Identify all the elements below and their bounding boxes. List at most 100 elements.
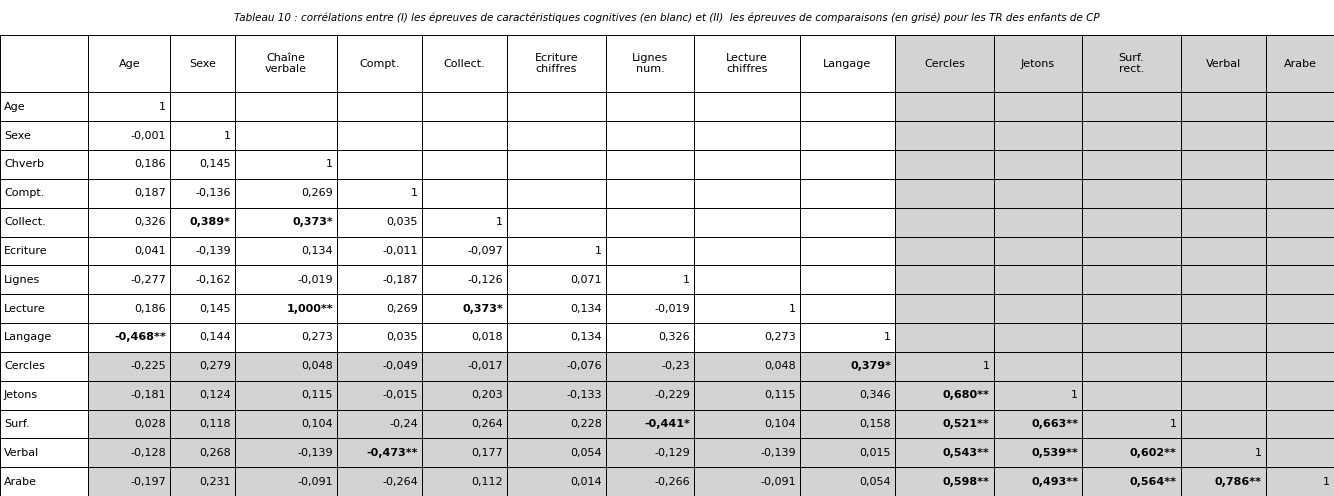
Text: -0,126: -0,126	[467, 275, 503, 285]
Bar	[0, 381, 88, 410]
Text: -0,181: -0,181	[131, 390, 167, 400]
Bar	[994, 92, 1082, 121]
Text: 0,018: 0,018	[471, 332, 503, 342]
Bar	[235, 92, 338, 121]
Text: Lignes: Lignes	[4, 275, 40, 285]
Bar	[338, 265, 422, 294]
Text: 0,145: 0,145	[199, 304, 231, 313]
Text: 0,326: 0,326	[659, 332, 690, 342]
Bar	[994, 121, 1082, 150]
Text: -0,468**: -0,468**	[115, 332, 167, 342]
Bar	[507, 237, 606, 265]
Bar	[994, 352, 1082, 381]
Bar	[338, 150, 422, 179]
Text: -0,019: -0,019	[655, 304, 690, 313]
Bar	[0, 179, 88, 208]
Text: 0,028: 0,028	[135, 419, 167, 429]
Bar	[1082, 410, 1181, 438]
Text: 0,115: 0,115	[764, 390, 795, 400]
Text: 1: 1	[411, 188, 418, 198]
Text: 0,134: 0,134	[301, 246, 334, 256]
Text: Chverb: Chverb	[4, 159, 44, 170]
Bar	[799, 381, 895, 410]
Text: -0,264: -0,264	[383, 477, 418, 487]
Bar	[171, 438, 235, 467]
Bar	[606, 208, 694, 237]
Text: Ecriture: Ecriture	[4, 246, 48, 256]
Text: -0,017: -0,017	[467, 361, 503, 372]
Bar	[994, 410, 1082, 438]
Bar	[422, 265, 507, 294]
Bar	[88, 410, 171, 438]
Bar	[1082, 179, 1181, 208]
Bar	[235, 294, 338, 323]
Bar	[1082, 438, 1181, 467]
Text: Compt.: Compt.	[4, 188, 44, 198]
Text: 0,134: 0,134	[570, 304, 602, 313]
Text: 0,104: 0,104	[764, 419, 795, 429]
Text: Surf.
rect.: Surf. rect.	[1119, 53, 1145, 74]
Text: -0,097: -0,097	[467, 246, 503, 256]
Bar	[235, 121, 338, 150]
Bar	[422, 179, 507, 208]
Bar	[171, 92, 235, 121]
Bar	[799, 438, 895, 467]
Bar	[994, 323, 1082, 352]
Text: 0,203: 0,203	[471, 390, 503, 400]
Bar	[1266, 323, 1334, 352]
Text: -0,441*: -0,441*	[644, 419, 690, 429]
Bar	[507, 381, 606, 410]
Text: 0,144: 0,144	[199, 332, 231, 342]
Text: Jetons: Jetons	[4, 390, 39, 400]
Text: 1: 1	[496, 217, 503, 227]
Bar	[1181, 438, 1266, 467]
Bar	[1181, 381, 1266, 410]
Bar	[338, 237, 422, 265]
Text: 0,104: 0,104	[301, 419, 334, 429]
Text: 0,493**: 0,493**	[1031, 477, 1078, 487]
Text: 0,539**: 0,539**	[1031, 448, 1078, 458]
Bar	[1266, 410, 1334, 438]
Bar	[799, 92, 895, 121]
Text: 1: 1	[325, 159, 334, 170]
Bar	[694, 237, 799, 265]
Bar	[507, 410, 606, 438]
Text: -0,139: -0,139	[195, 246, 231, 256]
Bar	[1266, 179, 1334, 208]
Bar	[895, 410, 994, 438]
Bar	[0, 35, 88, 92]
Text: 0,041: 0,041	[135, 246, 167, 256]
Bar	[88, 92, 171, 121]
Bar	[994, 438, 1082, 467]
Bar	[507, 208, 606, 237]
Text: 0,264: 0,264	[471, 419, 503, 429]
Bar	[694, 208, 799, 237]
Bar	[895, 352, 994, 381]
Bar	[422, 323, 507, 352]
Bar	[1082, 294, 1181, 323]
Bar	[895, 438, 994, 467]
Text: 0,158: 0,158	[859, 419, 891, 429]
Bar	[338, 294, 422, 323]
Text: Compt.: Compt.	[359, 59, 400, 68]
Text: 0,054: 0,054	[859, 477, 891, 487]
Text: 1: 1	[1170, 419, 1177, 429]
Bar	[338, 467, 422, 496]
Bar	[895, 381, 994, 410]
Text: 0,186: 0,186	[135, 159, 167, 170]
Bar	[1181, 35, 1266, 92]
Bar	[1181, 467, 1266, 496]
Bar	[1266, 265, 1334, 294]
Text: -0,019: -0,019	[297, 275, 334, 285]
Text: -0,229: -0,229	[655, 390, 690, 400]
Bar	[422, 438, 507, 467]
Bar	[606, 92, 694, 121]
Bar	[507, 35, 606, 92]
Text: -0,091: -0,091	[297, 477, 334, 487]
Bar	[606, 121, 694, 150]
Bar	[799, 208, 895, 237]
Bar	[1266, 294, 1334, 323]
Text: 0,118: 0,118	[199, 419, 231, 429]
Bar	[994, 294, 1082, 323]
Text: 0,187: 0,187	[135, 188, 167, 198]
